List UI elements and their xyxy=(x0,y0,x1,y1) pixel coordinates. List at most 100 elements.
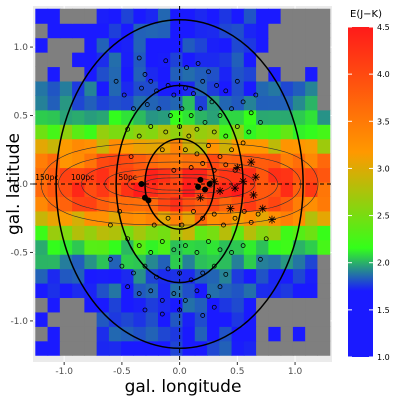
heatmap-cell xyxy=(157,167,171,183)
heatmap-cell xyxy=(35,138,49,154)
heatmap-cell xyxy=(145,210,159,226)
heatmap-cell xyxy=(157,138,171,154)
heatmap-cell xyxy=(219,8,233,24)
open-point xyxy=(211,211,217,217)
heatmap-cell xyxy=(317,181,331,197)
heatmap-cell xyxy=(108,138,122,154)
open-point xyxy=(240,99,246,105)
heatmap-cell xyxy=(108,8,122,24)
heatmap-cell xyxy=(243,23,257,39)
heatmap-cell xyxy=(219,210,233,226)
open-point xyxy=(142,72,148,77)
open-point xyxy=(179,222,185,228)
heatmap-cell xyxy=(292,66,306,82)
heatmap-cell xyxy=(243,268,257,284)
star-point xyxy=(226,204,235,213)
heatmap-cell xyxy=(170,239,184,255)
heatmap-cell xyxy=(317,52,331,68)
heatmap-cell xyxy=(305,138,319,154)
open-point xyxy=(248,219,254,225)
heatmap-cell xyxy=(84,37,98,53)
heatmap-cell xyxy=(170,297,184,313)
heatmap-cell xyxy=(72,23,85,39)
open-point xyxy=(107,222,113,228)
heatmap-cell xyxy=(133,109,147,125)
heatmap-cell xyxy=(280,37,294,53)
heatmap-cell xyxy=(280,210,294,226)
heatmap-cell xyxy=(133,37,147,53)
heatmap-cell xyxy=(243,66,257,82)
heatmap-cell xyxy=(280,153,294,169)
heatmap-cell xyxy=(47,95,61,111)
open-point xyxy=(156,106,162,112)
heatmap-cell xyxy=(280,282,294,299)
heatmap-cell xyxy=(121,340,135,356)
heatmap-cell xyxy=(207,340,220,356)
open-point xyxy=(177,270,183,276)
heatmap-cell xyxy=(243,52,257,68)
filled-point xyxy=(197,176,204,183)
heatmap-cell xyxy=(133,196,147,212)
heatmap-cell xyxy=(207,80,220,96)
open-point xyxy=(258,119,263,125)
filled-point xyxy=(138,181,145,187)
heatmap-cell xyxy=(84,66,98,82)
heatmap-cell xyxy=(72,282,85,299)
open-point xyxy=(125,126,131,132)
heatmap-cell xyxy=(256,37,269,53)
heatmap-cell xyxy=(96,225,110,241)
heatmap-cell xyxy=(121,225,135,241)
heatmap-cell xyxy=(35,282,49,299)
heatmap-cell xyxy=(108,268,122,284)
heatmap-cell xyxy=(35,340,49,356)
heatmap-cell xyxy=(84,340,98,356)
heatmap-cell xyxy=(84,109,98,125)
heatmap-cell xyxy=(243,282,257,299)
heatmap-cell xyxy=(268,37,282,53)
heatmap-cell xyxy=(207,326,220,342)
heatmap-cell xyxy=(256,138,269,154)
heatmap-cell xyxy=(59,66,73,82)
legend-tick-label: 1.5 xyxy=(377,306,390,315)
heatmap-cell xyxy=(219,225,233,241)
heatmap-cell xyxy=(280,225,294,241)
heatmap-cell xyxy=(268,268,282,284)
legend-tick-label: 4.5 xyxy=(377,23,390,32)
heatmap-cell xyxy=(84,311,98,327)
heatmap-cell xyxy=(317,95,331,111)
heatmap-cell xyxy=(84,268,98,284)
heatmap-cell xyxy=(280,23,294,39)
heatmap-cell xyxy=(121,52,135,68)
open-point xyxy=(248,110,254,116)
heatmap-cell xyxy=(121,181,135,197)
heatmap-cell xyxy=(108,311,122,327)
heatmap-cell xyxy=(317,282,331,299)
open-point xyxy=(206,143,211,149)
contour-label: 150pc xyxy=(35,173,58,182)
heatmap-cell xyxy=(182,311,196,327)
heatmap-cell xyxy=(194,297,208,313)
heatmap-cell xyxy=(243,340,257,356)
heatmap-cell xyxy=(121,282,135,299)
heatmap-cell xyxy=(133,311,147,327)
open-point xyxy=(200,78,206,84)
heatmap-cell xyxy=(305,268,319,284)
heatmap-cell xyxy=(231,109,245,125)
heatmap-cell xyxy=(268,225,282,241)
heatmap-cell xyxy=(133,66,147,82)
heatmap-cell xyxy=(145,8,159,24)
heatmap-cell xyxy=(219,52,233,68)
heatmap-cell xyxy=(84,181,98,197)
heatmap-cell xyxy=(59,37,73,53)
heatmap-cell xyxy=(96,268,110,284)
legend-tick-label: 2.5 xyxy=(377,212,390,221)
heatmap-cell xyxy=(243,297,257,313)
heatmap-cell xyxy=(305,225,319,241)
heatmap-cell xyxy=(305,124,319,140)
open-point xyxy=(182,147,188,153)
heatmap-cell xyxy=(268,23,282,39)
open-point xyxy=(188,165,194,170)
heatmap-cell xyxy=(170,210,184,226)
heatmap-cell xyxy=(243,254,257,270)
heatmap-cell xyxy=(219,297,233,313)
